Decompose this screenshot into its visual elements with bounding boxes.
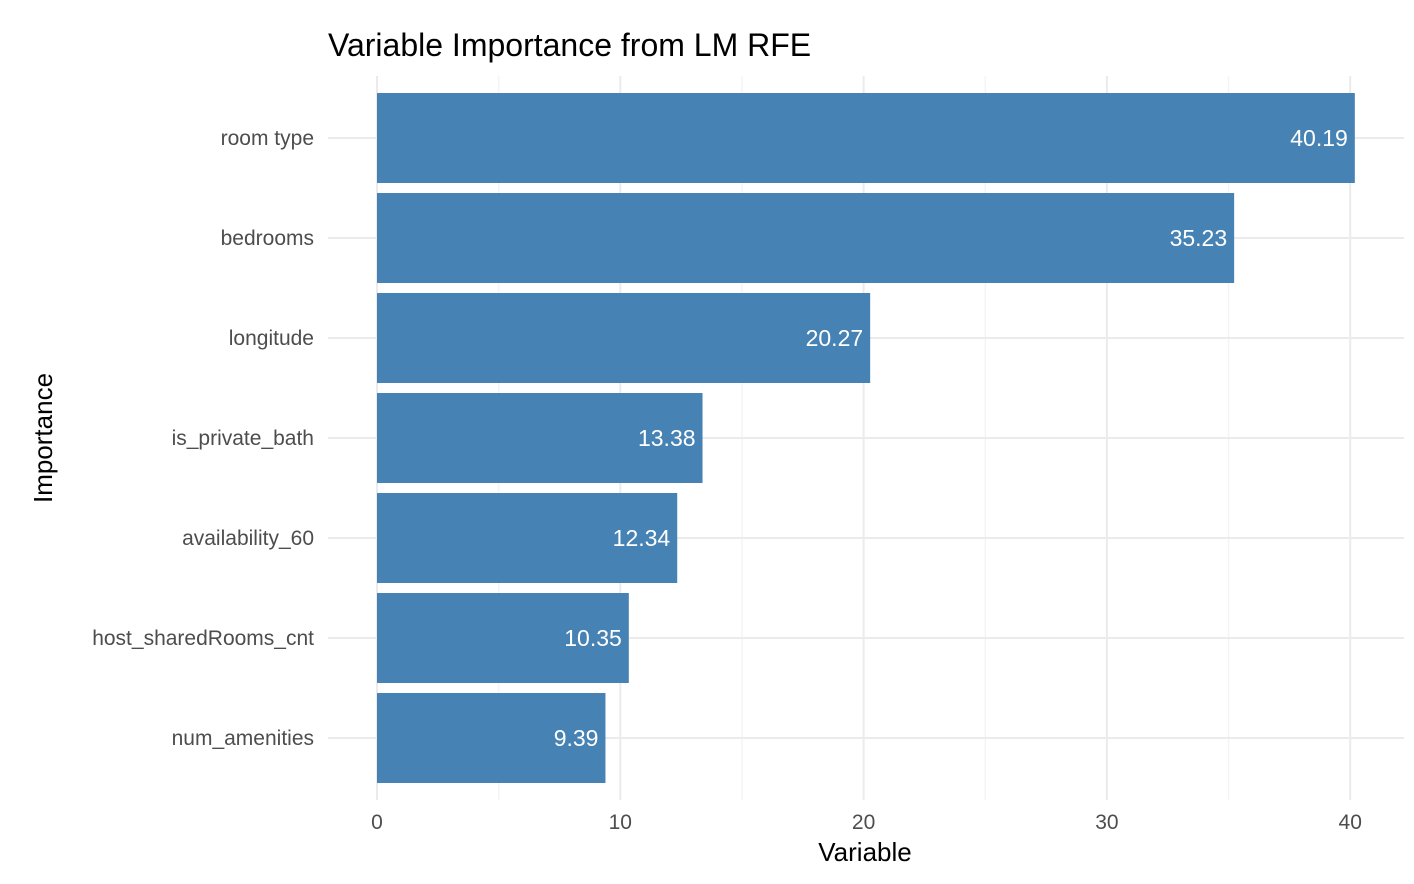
- x-axis-title: Variable: [818, 837, 911, 867]
- bars: [377, 93, 1355, 783]
- bar: [377, 293, 871, 383]
- x-tick-label: 40: [1339, 811, 1362, 834]
- y-tick-labels: room type bedrooms longitude is_private_bat…: [92, 127, 314, 750]
- y-tick-label: is_private_bath: [172, 427, 314, 450]
- x-tick-label: 30: [1095, 811, 1118, 834]
- y-tick-label: longitude: [229, 327, 314, 350]
- x-tick-labels: 0 10 20 30 40: [371, 811, 1362, 834]
- y-axis-title: Importance: [28, 373, 58, 503]
- chart-title: Variable Importance from LM RFE: [328, 27, 811, 63]
- bar-value-labels: 40.19 35.23 20.27 13.38 12.34 10.35 9.39: [554, 125, 1348, 751]
- bar-value-label: 20.27: [806, 325, 864, 351]
- bar: [377, 393, 703, 483]
- bar: [377, 693, 606, 783]
- bar-value-label: 13.38: [638, 425, 696, 451]
- bar-value-label: 10.35: [564, 625, 622, 651]
- bar-value-label: 9.39: [554, 725, 599, 751]
- bar: [377, 193, 1235, 283]
- bar: [377, 593, 629, 683]
- bar-value-label: 35.23: [1170, 225, 1228, 251]
- bar: [377, 493, 678, 583]
- x-tick-label: 20: [852, 811, 875, 834]
- x-tick-label: 10: [609, 811, 632, 834]
- bar-value-label: 40.19: [1290, 125, 1348, 151]
- y-tick-label: num_amenities: [172, 727, 314, 750]
- x-tick-label: 0: [371, 811, 383, 834]
- y-tick-label: host_sharedRooms_cnt: [92, 627, 314, 650]
- y-tick-label: bedrooms: [221, 227, 314, 250]
- y-tick-label: room type: [221, 127, 314, 150]
- bar: [377, 93, 1355, 183]
- bar-value-label: 12.34: [613, 525, 671, 551]
- y-tick-label: availability_60: [182, 527, 314, 550]
